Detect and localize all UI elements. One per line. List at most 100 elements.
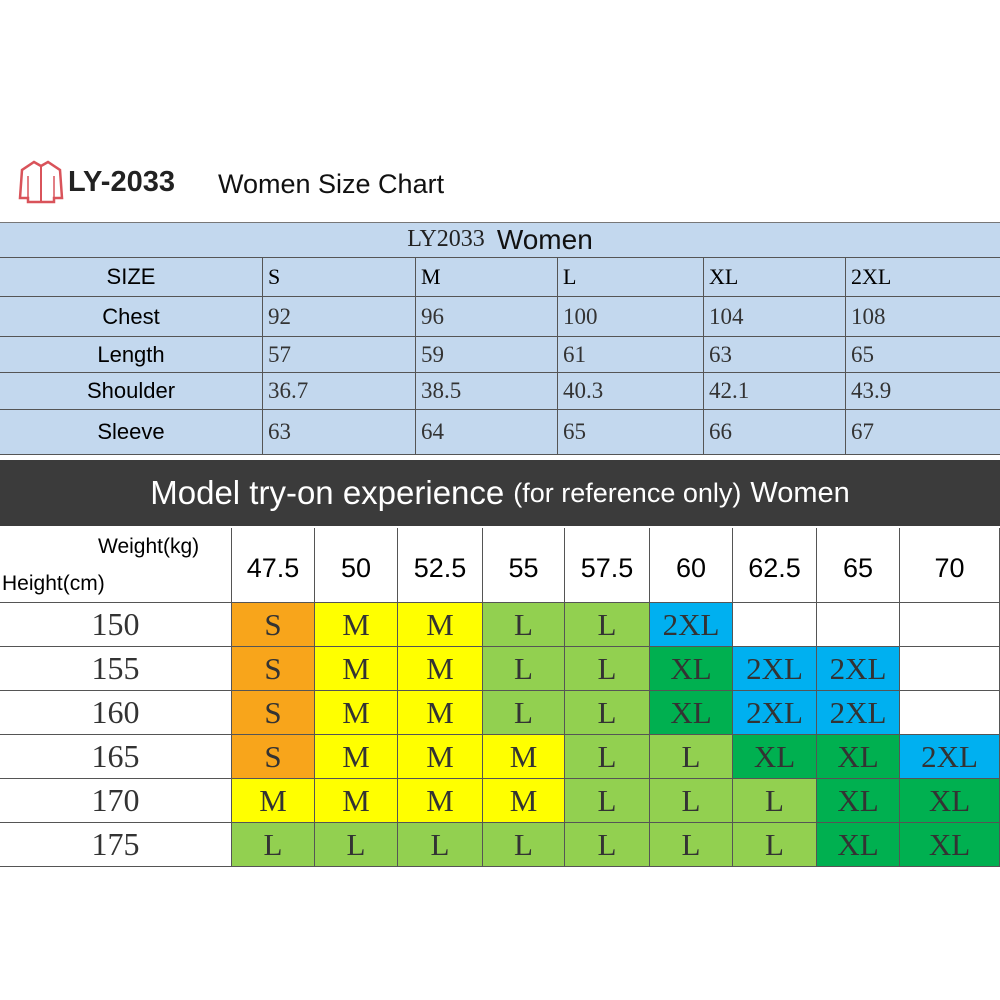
weight-value: 60 [650, 528, 733, 603]
size-cell: S [232, 735, 315, 779]
measure-value: 63 [703, 337, 845, 373]
size-cell: XL [900, 779, 1000, 823]
size-header-cell: M [415, 258, 557, 297]
size-cell: L [565, 823, 650, 867]
size-cell: L [483, 603, 565, 647]
size-cell: L [398, 823, 483, 867]
size-cell: M [398, 647, 483, 691]
measure-value: 57 [262, 337, 415, 373]
size-cell: L [483, 647, 565, 691]
jacket-logo [18, 160, 64, 204]
size-cell: L [483, 823, 565, 867]
size-cell: L [565, 647, 650, 691]
measure-value: 42.1 [703, 373, 845, 410]
size-cell: XL [650, 691, 733, 735]
empty-cell [817, 603, 900, 647]
banner-suffix: Women [750, 476, 850, 509]
measure-value: 63 [262, 410, 415, 455]
size-cell: S [232, 603, 315, 647]
size-cell: XL [733, 735, 817, 779]
size-cell: L [565, 691, 650, 735]
title-code: LY2033 [407, 226, 485, 252]
size-cell: 2XL [817, 691, 900, 735]
measure-value: 59 [415, 337, 557, 373]
measure-value: 65 [557, 410, 703, 455]
size-cell: L [650, 735, 733, 779]
empty-cell [900, 603, 1000, 647]
size-cell: XL [650, 647, 733, 691]
measure-label: Length [0, 337, 262, 373]
weight-value: 55 [483, 528, 565, 603]
weight-value: 52.5 [398, 528, 483, 603]
empty-cell [900, 691, 1000, 735]
size-header-cell: SIZE [0, 258, 262, 297]
size-cell: M [315, 735, 398, 779]
size-cell: L [565, 779, 650, 823]
weight-value: 62.5 [733, 528, 817, 603]
height-value: 150 [0, 603, 232, 647]
measure-value: 36.7 [262, 373, 415, 410]
size-header-cell: L [557, 258, 703, 297]
measure-label: Sleeve [0, 410, 262, 455]
size-cell: L [733, 779, 817, 823]
banner: Model try-on experience (for reference on… [0, 460, 1000, 526]
weight-value: 70 [900, 528, 1000, 603]
size-cell: L [232, 823, 315, 867]
size-header-cell: S [262, 258, 415, 297]
measure-label: Chest [0, 297, 262, 337]
size-cell: M [398, 779, 483, 823]
size-cell: M [315, 779, 398, 823]
height-value: 155 [0, 647, 232, 691]
size-cell: 2XL [733, 691, 817, 735]
size-cell: L [565, 603, 650, 647]
measure-value: 64 [415, 410, 557, 455]
fit-header-corner [0, 528, 232, 603]
size-cell: L [483, 691, 565, 735]
measure-value: 67 [845, 410, 1000, 455]
measure-value: 66 [703, 410, 845, 455]
chart-title: Women Size Chart [218, 168, 445, 199]
height-value: 175 [0, 823, 232, 867]
size-cell: L [650, 823, 733, 867]
size-cell: XL [817, 823, 900, 867]
size-cell: M [483, 779, 565, 823]
height-value: 165 [0, 735, 232, 779]
weight-value: 65 [817, 528, 900, 603]
measure-value: 61 [557, 337, 703, 373]
title-name: Women [496, 223, 593, 255]
size-cell: 2XL [733, 647, 817, 691]
weight-value: 57.5 [565, 528, 650, 603]
size-cell: M [315, 603, 398, 647]
size-header-cell: 2XL [845, 258, 1000, 297]
measure-value: 40.3 [557, 373, 703, 410]
measure-value: 92 [262, 297, 415, 337]
height-label: Height(cm) [2, 572, 105, 595]
measure-value: 65 [845, 337, 1000, 373]
measure-value: 108 [845, 297, 1000, 337]
size-cell: M [483, 735, 565, 779]
measure-label: Shoulder [0, 373, 262, 410]
size-cell: M [398, 603, 483, 647]
size-cell: M [398, 691, 483, 735]
empty-cell [900, 647, 1000, 691]
measure-value: 96 [415, 297, 557, 337]
weight-label: Weight(kg) [98, 535, 200, 558]
size-cell: XL [817, 735, 900, 779]
size-cell: M [232, 779, 315, 823]
size-cell: 2XL [817, 647, 900, 691]
weight-value: 50 [315, 528, 398, 603]
size-cell: S [232, 647, 315, 691]
banner-note: (for reference only) [513, 477, 742, 508]
height-value: 170 [0, 779, 232, 823]
size-cell: 2XL [900, 735, 1000, 779]
size-header-cell: XL [703, 258, 845, 297]
size-table-bg [0, 222, 1000, 455]
measure-value: 100 [557, 297, 703, 337]
height-value: 160 [0, 691, 232, 735]
size-cell: 2XL [650, 603, 733, 647]
banner-main: Model try-on experience [150, 474, 505, 511]
size-cell: XL [900, 823, 1000, 867]
weight-value: 47.5 [232, 528, 315, 603]
size-cell: L [565, 735, 650, 779]
